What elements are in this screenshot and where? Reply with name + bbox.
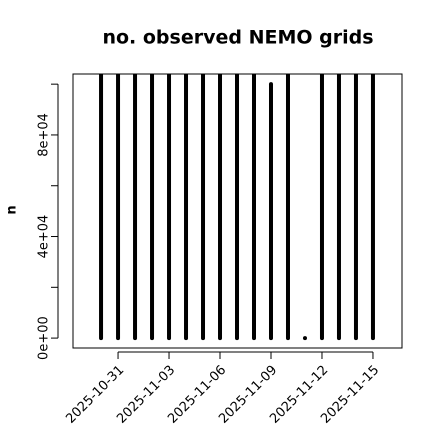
y-tick-label: 0e+00 (37, 316, 52, 360)
y-tick-label: 4e+04 (37, 215, 52, 259)
plot-area (99, 74, 375, 341)
y-tick-label: 8e+04 (37, 113, 52, 157)
y-axis-label: n (5, 205, 20, 214)
chart-title: no. observed NEMO grids (102, 27, 373, 49)
